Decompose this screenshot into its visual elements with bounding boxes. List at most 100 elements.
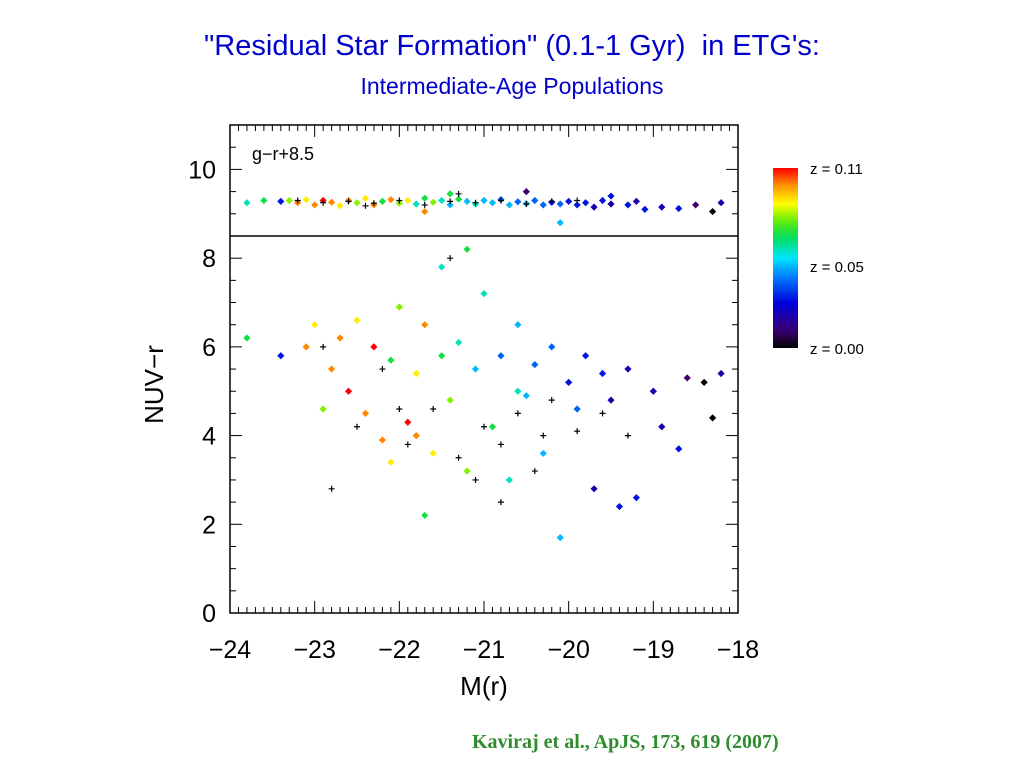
scatter-point <box>607 200 615 208</box>
scatter-point <box>556 200 564 208</box>
scatter-point <box>344 387 353 395</box>
scatter-point <box>328 365 336 373</box>
scatter-point <box>505 201 513 209</box>
x-axis-label: M(r) <box>460 671 508 701</box>
scatter-point <box>311 321 319 329</box>
x-tick-label: −21 <box>463 636 505 664</box>
scatter-point <box>421 207 429 216</box>
unresolved-point <box>523 201 530 208</box>
scatter-point <box>624 365 632 373</box>
scatter-point <box>285 196 293 205</box>
unresolved-point <box>497 197 504 204</box>
y-tick-label: 4 <box>202 423 216 451</box>
scatter-point <box>446 190 454 198</box>
unresolved-point <box>481 423 487 430</box>
scatter-point <box>463 467 471 475</box>
unresolved-point <box>370 200 377 207</box>
unresolved-point <box>548 198 555 205</box>
x-tick-label: −22 <box>378 636 420 664</box>
scatter-point <box>412 431 420 440</box>
scatter-point <box>675 204 683 213</box>
y-tick-label: 0 <box>202 600 216 628</box>
x-tick-label: −18 <box>717 636 759 664</box>
scatter-point <box>260 196 268 205</box>
scatter-point <box>387 458 395 466</box>
unresolved-point <box>447 198 454 205</box>
scatter-point <box>641 205 649 213</box>
scatter-point <box>539 201 547 209</box>
scatter-point <box>607 192 615 200</box>
unresolved-point <box>421 201 428 208</box>
panel-annotation: g−r+8.5 <box>252 144 314 164</box>
scatter-point <box>548 343 556 351</box>
scatter-point <box>328 198 336 206</box>
scatter-point <box>395 303 403 311</box>
scatter-point <box>514 321 522 329</box>
scatter-point <box>573 405 581 413</box>
scatter-point <box>632 494 640 502</box>
scatter-point <box>463 245 471 253</box>
unresolved-point <box>624 432 631 439</box>
colorbar-label: z = 0.05 <box>810 259 864 276</box>
scatter-point <box>378 197 386 205</box>
x-tick-label: −19 <box>632 636 674 664</box>
scatter-point <box>471 365 480 373</box>
unresolved-point <box>396 197 403 204</box>
scatter-point <box>421 321 429 329</box>
unresolved-point <box>497 499 504 506</box>
unresolved-point <box>430 405 437 412</box>
scatter-point <box>319 405 327 413</box>
scatter-point <box>709 207 717 216</box>
scatter-point <box>336 334 344 342</box>
unresolved-point <box>345 198 352 205</box>
scatter-point <box>243 334 251 342</box>
scatter-point <box>556 219 564 227</box>
scatter-point <box>598 196 607 205</box>
scatter-point <box>531 196 539 205</box>
scatter-point <box>692 201 700 209</box>
scatter-point <box>598 369 607 378</box>
scatter-point <box>429 198 437 206</box>
scatter-point <box>514 387 522 395</box>
scatter-point <box>573 201 581 209</box>
unresolved-point <box>472 199 479 206</box>
scatter-point <box>438 196 446 205</box>
scatter-point <box>336 202 344 210</box>
scatter-point <box>446 201 454 209</box>
y-tick-label: 10 <box>188 156 216 184</box>
unresolved-point <box>379 366 386 373</box>
slide-title: "Residual Star Formation" (0.1-1 Gyr) in… <box>204 30 820 62</box>
scatter-point <box>632 197 640 205</box>
unresolved-point <box>599 410 606 417</box>
unresolved-point <box>404 441 411 448</box>
scatter-point <box>361 409 370 418</box>
scatter-point <box>658 203 666 211</box>
colorbar-label: z = 0.11 <box>810 161 863 178</box>
slide-subtitle: Intermediate-Age Populations <box>360 73 664 99</box>
scatter-point <box>522 392 530 400</box>
scatter-point <box>658 423 666 431</box>
unresolved-point <box>497 441 504 448</box>
y-tick-label: 8 <box>202 245 216 273</box>
scatter-point <box>243 199 251 207</box>
scatter-point <box>582 199 590 207</box>
scatter-point <box>565 197 573 205</box>
scatter-point <box>565 378 573 386</box>
scatter-point <box>514 198 522 206</box>
scatter-point <box>277 197 285 205</box>
unresolved-point <box>396 405 403 412</box>
scatter-point <box>615 502 624 511</box>
scatter-point <box>421 511 429 520</box>
scatter-point <box>480 196 488 205</box>
x-tick-label: −24 <box>209 636 252 664</box>
scatter-point <box>277 352 285 360</box>
scatter-point <box>607 396 615 404</box>
scatter-point <box>311 201 319 209</box>
unresolved-point <box>574 197 581 204</box>
scatter-point <box>438 263 446 271</box>
unresolved-point <box>514 410 521 417</box>
scatter-point <box>649 387 657 395</box>
scatter-point <box>455 195 463 203</box>
scatter-point <box>302 195 310 204</box>
